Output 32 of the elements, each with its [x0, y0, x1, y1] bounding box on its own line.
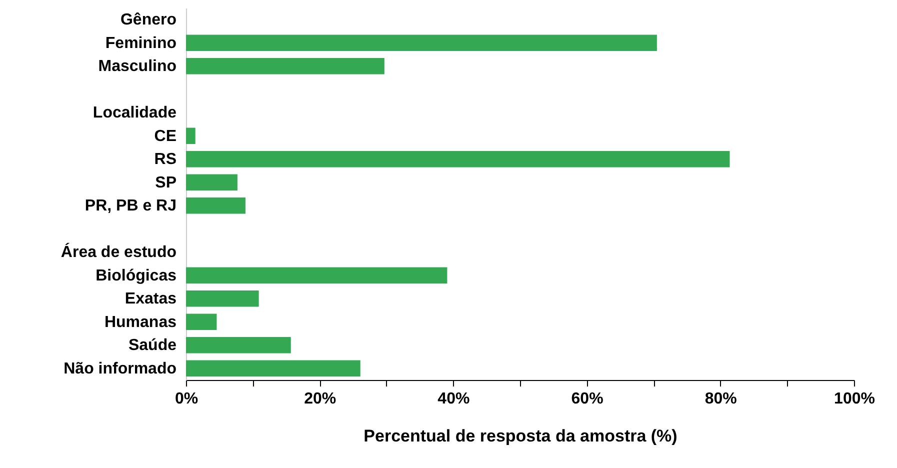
bar	[186, 174, 238, 191]
x-tick-label: 60%	[571, 390, 604, 408]
bar	[186, 336, 291, 354]
bar	[186, 34, 657, 52]
x-tick-label: 100%	[834, 390, 875, 408]
x-tick-label: 0%	[174, 390, 198, 408]
y-tick-label: Saúde	[128, 337, 177, 354]
bar	[186, 360, 360, 377]
y-tick-label: Feminino	[105, 34, 177, 52]
x-axis-title: Percentual de resposta da amostra (%)	[364, 426, 678, 446]
y-tick-label: Área de estudo	[60, 242, 177, 262]
x-tick-label: 20%	[304, 390, 336, 408]
bar	[186, 58, 384, 74]
y-tick-label: Exatas	[124, 290, 177, 308]
bar	[186, 128, 196, 144]
y-tick-label: CE	[154, 128, 177, 145]
bar	[186, 197, 246, 214]
x-tick-label: 80%	[704, 390, 737, 408]
y-tick-label: Gênero	[120, 12, 177, 29]
y-tick-label: PR, PB e RJ	[84, 198, 176, 215]
bar	[186, 267, 448, 284]
y-tick-label: Humanas	[104, 314, 177, 331]
y-tick-label: Masculino	[98, 58, 177, 76]
bar	[186, 314, 217, 330]
x-tick-label: 40%	[438, 390, 470, 408]
y-tick-label: Biológicas	[96, 267, 177, 284]
y-tick-label: RS	[154, 151, 177, 168]
y-tick-label: Localidade	[92, 104, 177, 122]
bar	[186, 150, 730, 168]
y-tick-label: SP	[155, 174, 177, 192]
y-tick-label: Não informado	[64, 360, 177, 378]
bar	[186, 290, 259, 307]
